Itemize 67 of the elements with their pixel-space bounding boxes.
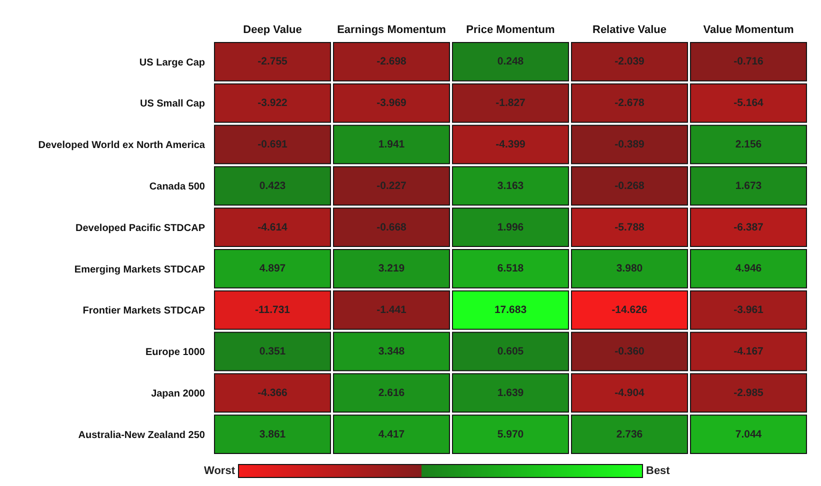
data-label: 4.417 — [378, 428, 405, 440]
data-label: 3.348 — [378, 346, 405, 358]
data-label: -2.985 — [734, 386, 764, 399]
data-label: 2.156 — [735, 138, 762, 150]
data-label: 0.423 — [259, 180, 286, 192]
data-label: -4.399 — [496, 138, 526, 150]
data-label: -1.827 — [496, 97, 526, 110]
data-label: -4.904 — [614, 386, 645, 399]
x-tick-label: Deep Value — [243, 24, 302, 36]
data-label: -2.698 — [376, 56, 407, 68]
y-tick-label: Japan 2000 — [151, 388, 206, 400]
data-label: 1.639 — [497, 386, 524, 399]
data-label: 17.683 — [494, 304, 527, 316]
data-label: 1.673 — [735, 180, 762, 192]
data-label: 2.616 — [378, 386, 405, 399]
data-label: -0.691 — [258, 138, 288, 150]
data-label: 3.980 — [616, 262, 643, 275]
data-label: -0.389 — [614, 138, 645, 150]
data-label: -2.678 — [614, 97, 645, 110]
y-tick-label: Emerging Markets STDCAP — [74, 264, 206, 276]
y-tick-label: Developed World ex North America — [38, 140, 206, 152]
data-label: -3.961 — [734, 304, 764, 316]
data-label: 7.044 — [735, 428, 762, 440]
data-label: 5.970 — [497, 428, 524, 440]
x-tick-label: Earnings Momentum — [337, 24, 446, 36]
data-label: -0.668 — [376, 221, 407, 234]
data-label: 0.248 — [497, 56, 524, 68]
text: Worst — [204, 464, 235, 478]
data-label: 0.605 — [497, 346, 524, 358]
data-label: -5.164 — [734, 97, 764, 110]
data-label: 6.518 — [497, 262, 524, 275]
y-tick-label: Canada 500 — [149, 181, 206, 192]
data-label: -14.626 — [612, 304, 648, 316]
data-label: -2.755 — [258, 56, 288, 68]
data-label: 0.351 — [259, 346, 286, 358]
data-label: -4.366 — [258, 386, 288, 399]
data-label: 2.736 — [616, 428, 643, 440]
data-label: -5.788 — [614, 221, 645, 234]
y-tick-label: Europe 1000 — [146, 347, 206, 358]
data-label: -1.441 — [376, 304, 407, 316]
y-tick-label: Australia-New Zealand 250 — [78, 430, 206, 441]
data-label: 3.861 — [259, 428, 286, 440]
data-label: -4.614 — [258, 221, 288, 234]
data-label: -3.969 — [376, 97, 407, 110]
data-label: 3.219 — [378, 262, 405, 275]
data-label: -0.716 — [734, 56, 764, 68]
y-tick-label: Frontier Markets STDCAP — [82, 306, 206, 317]
data-label: -3.922 — [258, 97, 288, 110]
data-label: 4.897 — [259, 262, 286, 275]
text: Best — [646, 464, 670, 478]
x-tick-label: Relative Value — [592, 24, 666, 36]
data-label: 1.996 — [497, 221, 524, 234]
data-label: -2.039 — [614, 56, 645, 68]
data-label: -0.227 — [376, 180, 407, 192]
data-label: -11.731 — [254, 304, 290, 316]
y-tick-label: Developed Pacific STDCAP — [76, 222, 206, 234]
x-tick-label: Value Momentum — [703, 24, 794, 36]
y-tick-label: US Large Cap — [139, 57, 205, 68]
data-label: -0.268 — [614, 180, 645, 192]
data-label: 3.163 — [497, 180, 524, 192]
data-label: -6.387 — [734, 221, 764, 234]
data-label: -4.167 — [734, 346, 764, 358]
x-tick-label: Price Momentum — [466, 24, 556, 36]
y-tick-label: US Small Cap — [140, 98, 205, 110]
data-label: 1.941 — [378, 138, 405, 150]
data-label: -0.360 — [614, 346, 645, 358]
data-label: 4.946 — [735, 262, 762, 275]
